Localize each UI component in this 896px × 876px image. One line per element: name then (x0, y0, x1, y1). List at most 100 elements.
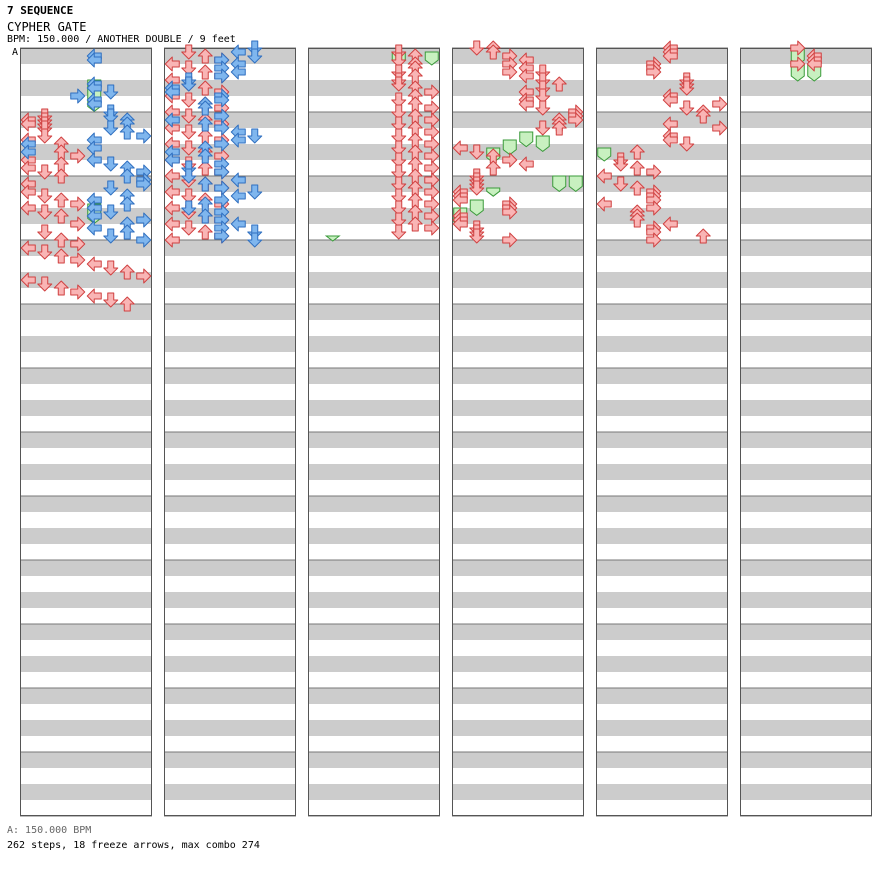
beat-stripe (20, 240, 152, 256)
beat-stripe (164, 624, 296, 640)
step-arrow-left (86, 288, 102, 304)
step-arrow-right (424, 84, 440, 100)
step-arrow-right (70, 196, 86, 212)
step-arrow-down (181, 188, 197, 204)
step-arrow-down (103, 228, 119, 244)
step-arrow-down (391, 140, 407, 156)
beat-stripe (596, 112, 728, 128)
step-arrow-down (391, 164, 407, 180)
beat-stripe (596, 304, 728, 320)
step-arrow-right (790, 40, 806, 56)
beat-stripe (596, 688, 728, 704)
step-arrow-left (20, 144, 36, 160)
step-arrow-down (103, 260, 119, 276)
beat-stripe (20, 80, 152, 96)
beat-stripe (164, 272, 296, 288)
column-border (452, 48, 584, 816)
step-arrow-left (452, 140, 468, 156)
step-arrow-up (119, 124, 135, 140)
beat-stripe (740, 624, 872, 640)
beat-stripe (20, 784, 152, 800)
step-arrow-up (53, 168, 69, 184)
beat-stripe (452, 48, 584, 64)
step-arrow-down (535, 120, 551, 136)
step-arrow-left (164, 232, 180, 248)
step-arrow-left (86, 152, 102, 168)
step-arrow-up (197, 48, 213, 64)
step-arrow-left (86, 256, 102, 272)
beat-stripe (308, 464, 440, 480)
beat-stripe (308, 112, 440, 128)
step-arrow-up (629, 160, 645, 176)
step-arrow-down (391, 128, 407, 144)
beat-stripe (740, 560, 872, 576)
beat-stripe (164, 80, 296, 96)
step-arrow-down (181, 124, 197, 140)
step-arrow-left (518, 68, 534, 84)
step-arrow-up (551, 120, 567, 136)
step-arrow-down (391, 76, 407, 92)
beat-stripe (452, 752, 584, 768)
step-arrow-up (53, 248, 69, 264)
beat-stripe (20, 336, 152, 352)
beat-stripe (164, 464, 296, 480)
step-arrow-right (136, 176, 152, 192)
beat-stripe (308, 368, 440, 384)
step-arrow-down (247, 184, 263, 200)
beat-stripe (452, 144, 584, 160)
step-arrow-down (391, 176, 407, 192)
freeze-arrow (535, 135, 550, 153)
step-arrow-right (712, 96, 728, 112)
step-arrow-down (679, 100, 695, 116)
beat-stripe (164, 208, 296, 224)
step-arrow-left (20, 160, 36, 176)
beat-stripe (596, 48, 728, 64)
step-arrow-down (37, 128, 53, 144)
beat-stripe (164, 48, 296, 64)
chart-subtitle: BPM: 150.000 / ANOTHER DOUBLE / 9 feet (7, 34, 236, 45)
step-arrow-down (181, 108, 197, 124)
step-arrow-right (70, 216, 86, 232)
beat-stripe (740, 432, 872, 448)
beat-stripe (596, 400, 728, 416)
step-arrow-right (214, 164, 230, 180)
step-arrow-down (391, 152, 407, 168)
beat-stripe (452, 720, 584, 736)
step-arrow-left (662, 216, 678, 232)
beat-stripe (308, 656, 440, 672)
step-arrow-right (502, 64, 518, 80)
step-arrow-right (646, 232, 662, 248)
step-arrow-left (20, 200, 36, 216)
beat-stripe (308, 144, 440, 160)
beat-stripe (308, 176, 440, 192)
beat-stripe (596, 464, 728, 480)
beat-stripe (20, 720, 152, 736)
column-border (308, 48, 440, 816)
step-arrow-left (662, 92, 678, 108)
beat-stripe (596, 432, 728, 448)
step-arrow-down (37, 276, 53, 292)
beat-stripe (308, 432, 440, 448)
step-arrow-down (469, 228, 485, 244)
beat-stripe (452, 368, 584, 384)
column-border (740, 48, 872, 816)
beat-stripe (308, 80, 440, 96)
freeze-arrow (597, 147, 612, 162)
beat-stripe (20, 48, 152, 64)
step-arrow-down (103, 108, 119, 124)
beat-stripe (308, 624, 440, 640)
step-arrow-down (181, 168, 197, 184)
beat-stripe (740, 112, 872, 128)
beat-stripe (308, 784, 440, 800)
beat-stripe (452, 688, 584, 704)
beat-stripe (596, 272, 728, 288)
beat-stripe (308, 720, 440, 736)
step-arrow-up (197, 224, 213, 240)
beat-stripe (452, 336, 584, 352)
step-arrow-up (197, 116, 213, 132)
beat-stripe (20, 496, 152, 512)
step-arrow-right (424, 220, 440, 236)
step-arrow-left (164, 216, 180, 232)
step-arrow-right (136, 212, 152, 228)
